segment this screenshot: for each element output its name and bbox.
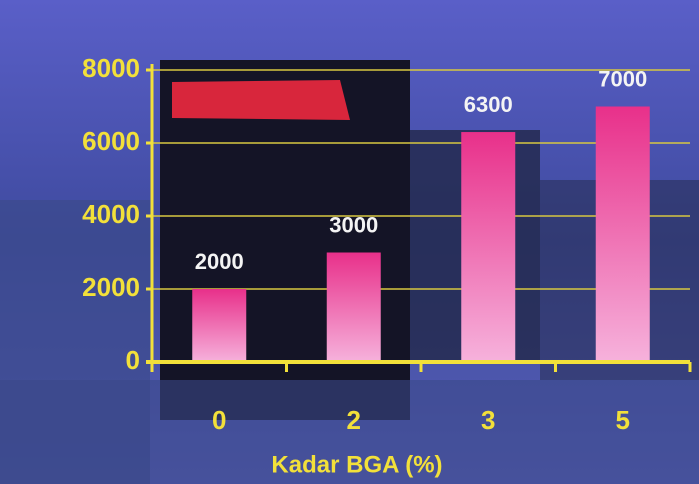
y-tick-label: 2000: [82, 272, 140, 302]
value-label: 6300: [464, 92, 513, 117]
bar: [595, 106, 650, 362]
x-tick-label: 0: [212, 405, 226, 435]
y-tick-label: 0: [126, 345, 140, 375]
y-tick-label: 8000: [82, 53, 140, 83]
value-label: 3000: [329, 212, 378, 237]
bar: [192, 289, 247, 362]
photo-shape: [0, 380, 699, 484]
x-axis-label: Kadar BGA (%): [271, 451, 442, 478]
x-tick-label: 2: [347, 405, 361, 435]
photo-shape: [172, 80, 350, 120]
value-label: 7000: [598, 66, 647, 91]
x-tick-label: 3: [481, 405, 495, 435]
y-tick-label: 6000: [82, 126, 140, 156]
bar: [326, 252, 381, 362]
bar: [461, 132, 516, 362]
y-tick-label: 4000: [82, 199, 140, 229]
x-tick-label: 5: [616, 405, 630, 435]
value-label: 2000: [195, 249, 244, 274]
